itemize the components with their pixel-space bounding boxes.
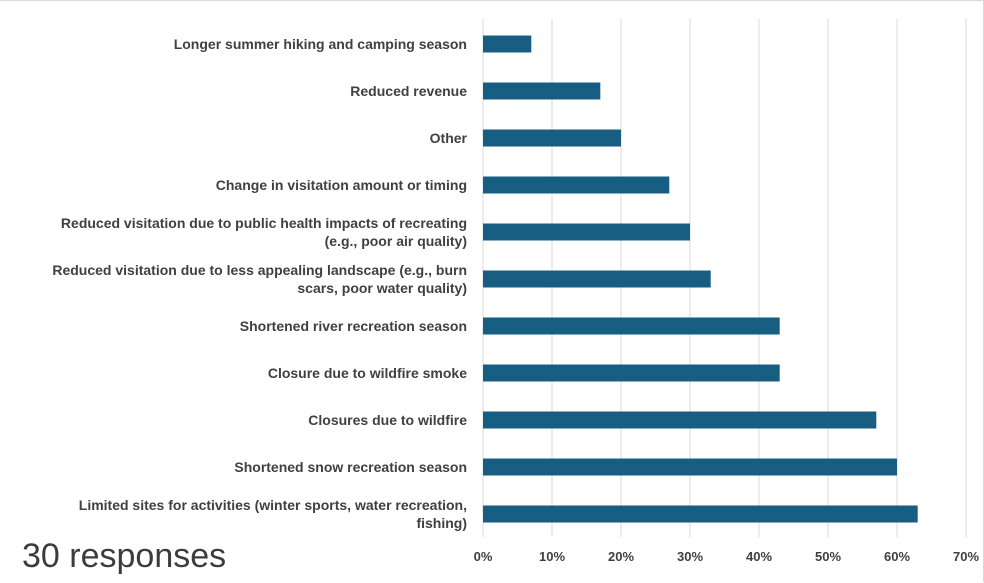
category-label-line: Closures due to wildfire: [308, 412, 467, 428]
x-axis-tick-labels: 0% 10% 20% 30% 40% 50% 60% 70%: [474, 549, 980, 564]
x-tick-label: 30%: [677, 549, 703, 564]
category-label: Shortened snow recreation season: [234, 459, 467, 475]
bar: [483, 458, 897, 476]
bar: [483, 35, 532, 53]
x-tick-label: 40%: [746, 549, 772, 564]
category-label: Reduced visitation due to public health …: [61, 215, 467, 249]
category-label-line: scars, poor water quality): [297, 280, 467, 296]
category-label-line: Closure due to wildfire smoke: [268, 365, 467, 381]
category-label: Longer summer hiking and camping season: [174, 36, 467, 52]
x-tick-label: 60%: [884, 549, 910, 564]
bars: [483, 35, 918, 523]
category-label-line: Reduced visitation due to less appealing…: [52, 262, 467, 278]
bar: [483, 223, 690, 241]
bar: [483, 270, 711, 288]
category-label: Closures due to wildfire: [308, 412, 467, 428]
category-label-line: Reduced visitation due to public health …: [61, 215, 467, 231]
x-tick-label: 0%: [474, 549, 493, 564]
category-label-line: fishing): [416, 515, 467, 531]
category-label: Limited sites for activities (winter spo…: [79, 497, 467, 531]
category-label-line: Limited sites for activities (winter spo…: [79, 497, 467, 513]
category-label-line: Reduced revenue: [350, 83, 467, 99]
bar: [483, 505, 918, 523]
category-label-line: Shortened snow recreation season: [234, 459, 467, 475]
category-label: Closure due to wildfire smoke: [268, 365, 467, 381]
bar: [483, 176, 670, 194]
category-label-line: Shortened river recreation season: [240, 318, 467, 334]
category-label: Shortened river recreation season: [240, 318, 467, 334]
category-label-line: Change in visitation amount or timing: [216, 177, 467, 193]
category-label-line: Longer summer hiking and camping season: [174, 36, 467, 52]
responses-count-note: 30 responses: [22, 537, 227, 575]
category-label: Change in visitation amount or timing: [216, 177, 467, 193]
bar: [483, 82, 601, 100]
bar: [483, 364, 780, 382]
category-label: Other: [430, 130, 468, 146]
x-tick-label: 70%: [953, 549, 979, 564]
bar: [483, 129, 621, 147]
x-tick-label: 20%: [608, 549, 634, 564]
category-label-line: Other: [430, 130, 468, 146]
category-label: Reduced revenue: [350, 83, 467, 99]
bar: [483, 411, 877, 429]
category-label: Reduced visitation due to less appealing…: [52, 262, 467, 296]
category-label-line: (e.g., poor air quality): [325, 233, 467, 249]
category-labels: Longer summer hiking and camping season R…: [52, 36, 467, 531]
bar: [483, 317, 780, 335]
x-tick-label: 50%: [815, 549, 841, 564]
x-tick-label: 10%: [539, 549, 565, 564]
